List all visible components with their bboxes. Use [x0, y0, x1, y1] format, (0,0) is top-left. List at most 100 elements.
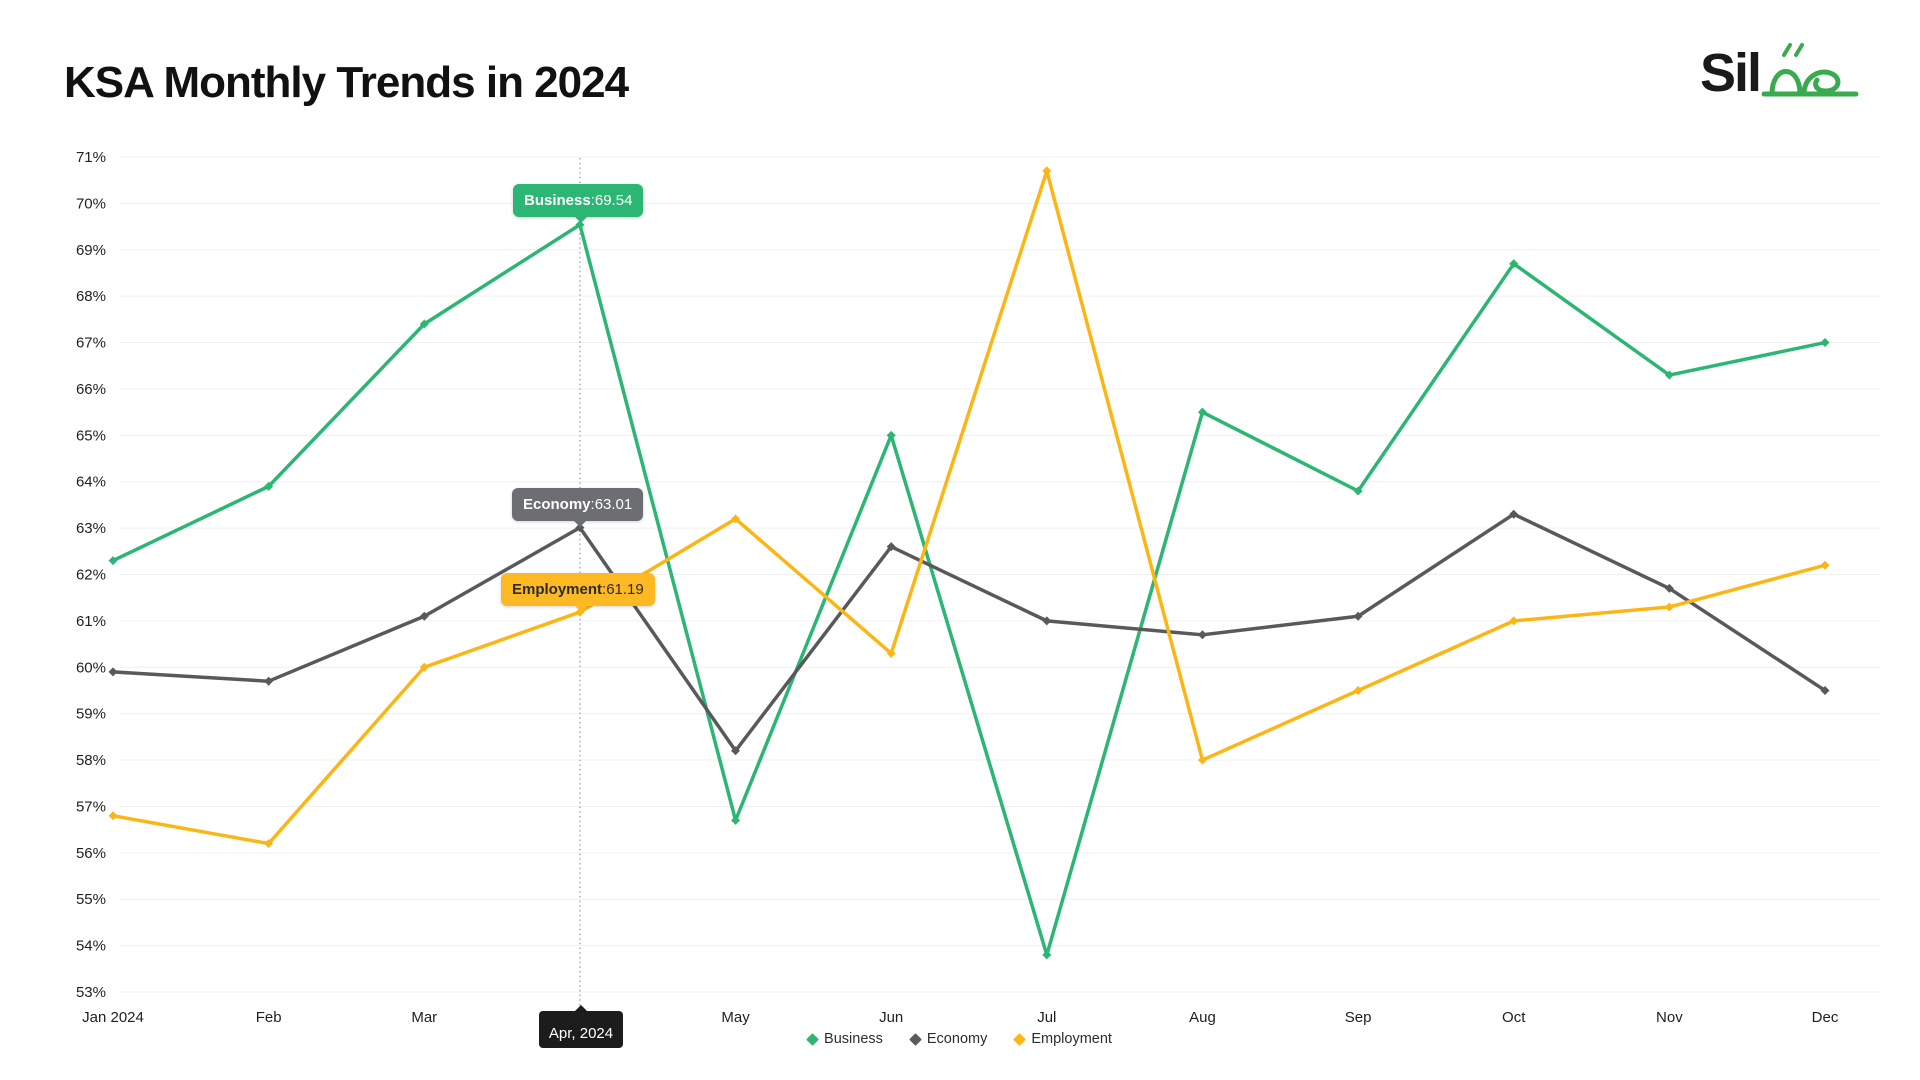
series-line-business[interactable] [111, 222, 1827, 957]
x-axis-label: Jul [1037, 1009, 1056, 1026]
brand-logo: Sil [1700, 43, 1859, 103]
tooltip-separator: : [602, 581, 607, 598]
series-point-economy[interactable] [886, 542, 896, 552]
y-axis-label: 70% [76, 195, 106, 212]
x-axis-label: Oct [1502, 1009, 1526, 1026]
series-point-economy[interactable] [1509, 509, 1519, 519]
series-point-employment[interactable] [731, 514, 741, 524]
y-axis-label: 57% [76, 798, 106, 815]
legend-label: Employment [1031, 1031, 1112, 1047]
tooltip-employment: Employment: 61.19 [501, 573, 655, 612]
y-axis-label: 65% [76, 427, 106, 444]
tooltip-business: Business: 69.54 [513, 184, 644, 223]
legend-marker-icon [1013, 1032, 1027, 1046]
legend: Business Economy Employment [0, 1031, 1920, 1047]
legend-item-economy[interactable]: Economy [909, 1031, 988, 1047]
y-axis-label: 53% [76, 984, 106, 1001]
series-point-economy[interactable] [419, 611, 429, 621]
legend-marker-icon [806, 1032, 819, 1046]
x-axis-label: Aug [1189, 1009, 1216, 1026]
series-point-economy[interactable] [1353, 611, 1363, 621]
x-axis-highlight-box: Apr, 2024 [539, 1005, 623, 1048]
highlight-box-label: Apr, 2024 [548, 1025, 614, 1042]
series-point-business[interactable] [1042, 950, 1052, 960]
x-axis-label: Sep [1345, 1009, 1372, 1026]
tooltip-value: 63.01 [594, 496, 633, 513]
x-axis-label: May [721, 1009, 750, 1026]
legend-item-employment[interactable]: Employment [1013, 1031, 1112, 1047]
series-point-employment[interactable] [264, 839, 274, 849]
x-axis-label: Dec [1812, 1009, 1839, 1026]
y-axis-label: 61% [76, 613, 106, 630]
series-point-employment[interactable] [1509, 616, 1519, 626]
highlight-box-caret-icon [575, 1005, 587, 1011]
series-point-employment[interactable] [1664, 602, 1674, 612]
series-point-employment[interactable] [886, 648, 896, 658]
x-axis-label: Jun [879, 1009, 903, 1026]
y-axis-label: 60% [76, 659, 106, 676]
tooltip-arrow-icon [574, 606, 587, 612]
y-axis-label: 56% [76, 845, 106, 862]
y-axis-label: 68% [76, 288, 106, 305]
y-axis-label: 64% [76, 474, 106, 491]
series-point-economy[interactable] [731, 746, 741, 756]
series-point-business[interactable] [419, 319, 429, 329]
series-point-employment[interactable] [1820, 560, 1830, 570]
series-point-business[interactable] [1197, 407, 1207, 417]
series-point-economy[interactable] [108, 667, 118, 677]
y-axis-label: 58% [76, 752, 106, 769]
series-point-employment[interactable] [1197, 755, 1207, 765]
y-axis-label: 54% [76, 938, 106, 955]
tooltip-series-name: Economy [523, 496, 591, 513]
tooltip-arrow-icon [574, 217, 587, 223]
series-point-economy[interactable] [1197, 630, 1207, 640]
series-point-business[interactable] [731, 815, 741, 825]
legend-label: Economy [926, 1031, 988, 1047]
logo-latin-text: Sil [1700, 43, 1760, 103]
legend-item-business[interactable]: Business [806, 1031, 883, 1047]
y-axis-label: 63% [76, 520, 106, 537]
series-point-economy[interactable] [1664, 583, 1674, 593]
series-point-business[interactable] [1509, 259, 1519, 269]
legend-marker-icon [909, 1032, 922, 1046]
x-axis-label: Apr [568, 1009, 591, 1026]
tooltip-value: 69.54 [594, 192, 633, 209]
tooltip-separator: : [590, 496, 595, 513]
series-point-business[interactable] [1664, 370, 1674, 380]
tooltip-value: 61.19 [606, 581, 644, 598]
series-point-economy[interactable] [1042, 616, 1052, 626]
tooltip-separator: : [590, 192, 595, 209]
y-axis-label: 59% [76, 706, 106, 723]
x-axis-label: Mar [411, 1009, 437, 1026]
series-point-economy[interactable] [1820, 685, 1830, 695]
y-axis-label: 55% [76, 891, 106, 908]
page-title: KSA Monthly Trends in 2024 [64, 58, 629, 107]
y-axis-label: 62% [76, 567, 106, 584]
series-line-economy[interactable] [111, 512, 1827, 753]
x-axis-label: Feb [256, 1009, 282, 1026]
series-point-business[interactable] [108, 556, 118, 566]
series-point-employment[interactable] [1042, 166, 1052, 176]
legend-label: Business [824, 1031, 883, 1047]
tooltip-series-name: Business [524, 192, 591, 209]
y-axis-label: 67% [76, 335, 106, 352]
y-axis-label: 66% [76, 381, 106, 398]
y-axis-label: 71% [76, 149, 106, 166]
series-point-employment[interactable] [1353, 685, 1363, 695]
x-axis-label: Jan 2024 [82, 1009, 144, 1026]
tooltip-economy: Economy: 63.01 [512, 488, 644, 527]
series-point-employment[interactable] [419, 662, 429, 672]
x-axis-label: Nov [1656, 1009, 1683, 1026]
series-point-business[interactable] [1820, 338, 1830, 348]
series-point-economy[interactable] [264, 676, 274, 686]
series-point-business[interactable] [1353, 486, 1363, 496]
series-point-employment[interactable] [108, 811, 118, 821]
series-point-business[interactable] [264, 481, 274, 491]
series-line-employment[interactable] [111, 169, 1827, 846]
tooltip-series-name: Employment [512, 581, 603, 598]
logo-arabic-shape [1761, 43, 1859, 97]
tooltip-arrow-icon [574, 521, 587, 527]
series-point-business[interactable] [886, 430, 896, 440]
